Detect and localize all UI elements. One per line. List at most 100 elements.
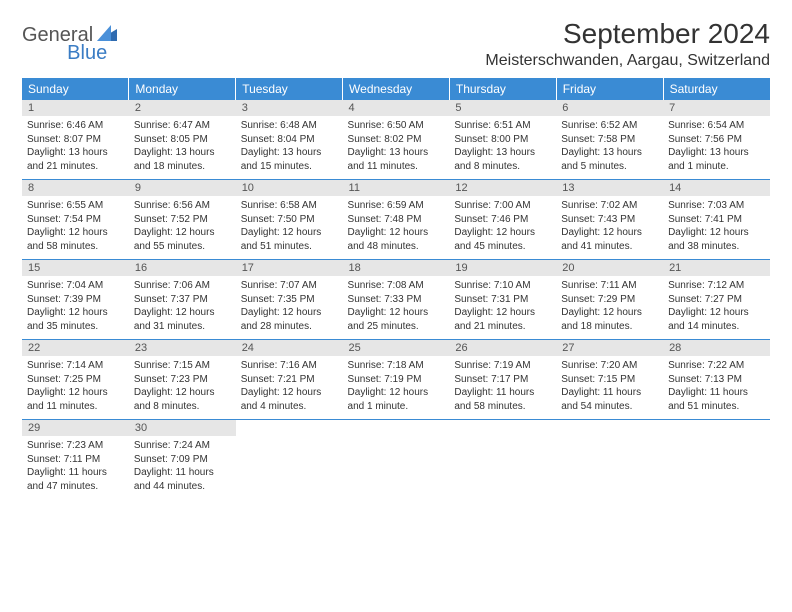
- sunset-text: Sunset: 7:29 PM: [561, 293, 658, 307]
- daylight-line1: Daylight: 13 hours: [454, 146, 551, 160]
- daylight-line1: Daylight: 12 hours: [241, 226, 338, 240]
- daylight-line1: Daylight: 12 hours: [134, 306, 231, 320]
- daylight-line1: Daylight: 13 hours: [134, 146, 231, 160]
- calendar-row: 8Sunrise: 6:55 AMSunset: 7:54 PMDaylight…: [22, 180, 770, 260]
- sunset-text: Sunset: 7:25 PM: [27, 373, 124, 387]
- daylight-line2: and 4 minutes.: [241, 400, 338, 414]
- sunrise-text: Sunrise: 7:12 AM: [668, 279, 765, 293]
- day-number: 6: [556, 100, 663, 116]
- sunset-text: Sunset: 7:21 PM: [241, 373, 338, 387]
- daylight-line1: Daylight: 11 hours: [561, 386, 658, 400]
- calendar-cell: 28Sunrise: 7:22 AMSunset: 7:13 PMDayligh…: [663, 340, 770, 420]
- daylight-line1: Daylight: 12 hours: [27, 226, 124, 240]
- dayhead-monday: Monday: [129, 78, 236, 100]
- calendar-cell: 8Sunrise: 6:55 AMSunset: 7:54 PMDaylight…: [22, 180, 129, 260]
- daylight-line2: and 35 minutes.: [27, 320, 124, 334]
- daylight-line2: and 1 minute.: [348, 400, 445, 414]
- sunset-text: Sunset: 7:52 PM: [134, 213, 231, 227]
- calendar-cell: ..: [556, 420, 663, 500]
- daylight-line1: Daylight: 11 hours: [668, 386, 765, 400]
- day-number: 22: [22, 340, 129, 356]
- day-number: 21: [663, 260, 770, 276]
- sunset-text: Sunset: 7:17 PM: [454, 373, 551, 387]
- day-body: Sunrise: 7:20 AMSunset: 7:15 PMDaylight:…: [556, 356, 663, 419]
- day-body: Sunrise: 7:07 AMSunset: 7:35 PMDaylight:…: [236, 276, 343, 339]
- sunset-text: Sunset: 7:48 PM: [348, 213, 445, 227]
- day-body: Sunrise: 6:55 AMSunset: 7:54 PMDaylight:…: [22, 196, 129, 259]
- daylight-line2: and 21 minutes.: [27, 160, 124, 174]
- day-number: 3: [236, 100, 343, 116]
- day-number: 19: [449, 260, 556, 276]
- day-number: 30: [129, 420, 236, 436]
- sunset-text: Sunset: 7:37 PM: [134, 293, 231, 307]
- dayhead-wednesday: Wednesday: [343, 78, 450, 100]
- sunrise-text: Sunrise: 6:59 AM: [348, 199, 445, 213]
- day-body: Sunrise: 7:00 AMSunset: 7:46 PMDaylight:…: [449, 196, 556, 259]
- daylight-line1: Daylight: 12 hours: [348, 226, 445, 240]
- sunset-text: Sunset: 7:56 PM: [668, 133, 765, 147]
- sunrise-text: Sunrise: 7:11 AM: [561, 279, 658, 293]
- daylight-line1: Daylight: 12 hours: [241, 386, 338, 400]
- calendar-cell: 24Sunrise: 7:16 AMSunset: 7:21 PMDayligh…: [236, 340, 343, 420]
- day-body: Sunrise: 6:56 AMSunset: 7:52 PMDaylight:…: [129, 196, 236, 259]
- sunrise-text: Sunrise: 7:24 AM: [134, 439, 231, 453]
- calendar-cell: 2Sunrise: 6:47 AMSunset: 8:05 PMDaylight…: [129, 100, 236, 180]
- daylight-line2: and 8 minutes.: [134, 400, 231, 414]
- sunset-text: Sunset: 7:41 PM: [668, 213, 765, 227]
- calendar-cell: 4Sunrise: 6:50 AMSunset: 8:02 PMDaylight…: [343, 100, 450, 180]
- calendar-cell: 10Sunrise: 6:58 AMSunset: 7:50 PMDayligh…: [236, 180, 343, 260]
- daylight-line2: and 21 minutes.: [454, 320, 551, 334]
- day-body: Sunrise: 6:58 AMSunset: 7:50 PMDaylight:…: [236, 196, 343, 259]
- daylight-line1: Daylight: 12 hours: [134, 226, 231, 240]
- day-body: Sunrise: 7:03 AMSunset: 7:41 PMDaylight:…: [663, 196, 770, 259]
- calendar-cell: 19Sunrise: 7:10 AMSunset: 7:31 PMDayligh…: [449, 260, 556, 340]
- day-body: Sunrise: 7:16 AMSunset: 7:21 PMDaylight:…: [236, 356, 343, 419]
- sunrise-text: Sunrise: 6:52 AM: [561, 119, 658, 133]
- sunrise-text: Sunrise: 7:18 AM: [348, 359, 445, 373]
- calendar-row: 1Sunrise: 6:46 AMSunset: 8:07 PMDaylight…: [22, 100, 770, 180]
- calendar-cell: 25Sunrise: 7:18 AMSunset: 7:19 PMDayligh…: [343, 340, 450, 420]
- day-body: Sunrise: 7:14 AMSunset: 7:25 PMDaylight:…: [22, 356, 129, 419]
- day-number: 27: [556, 340, 663, 356]
- sunset-text: Sunset: 7:27 PM: [668, 293, 765, 307]
- day-body: Sunrise: 6:54 AMSunset: 7:56 PMDaylight:…: [663, 116, 770, 179]
- calendar-cell: 1Sunrise: 6:46 AMSunset: 8:07 PMDaylight…: [22, 100, 129, 180]
- dayhead-tuesday: Tuesday: [236, 78, 343, 100]
- day-body: Sunrise: 7:15 AMSunset: 7:23 PMDaylight:…: [129, 356, 236, 419]
- day-number: 29: [22, 420, 129, 436]
- sunrise-text: Sunrise: 7:20 AM: [561, 359, 658, 373]
- day-number: 10: [236, 180, 343, 196]
- daylight-line2: and 15 minutes.: [241, 160, 338, 174]
- calendar-cell: 7Sunrise: 6:54 AMSunset: 7:56 PMDaylight…: [663, 100, 770, 180]
- daylight-line1: Daylight: 12 hours: [348, 386, 445, 400]
- daylight-line2: and 48 minutes.: [348, 240, 445, 254]
- daylight-line2: and 8 minutes.: [454, 160, 551, 174]
- day-body: Sunrise: 6:59 AMSunset: 7:48 PMDaylight:…: [343, 196, 450, 259]
- sunset-text: Sunset: 8:07 PM: [27, 133, 124, 147]
- sunrise-text: Sunrise: 7:14 AM: [27, 359, 124, 373]
- calendar-cell: 15Sunrise: 7:04 AMSunset: 7:39 PMDayligh…: [22, 260, 129, 340]
- day-number: 1: [22, 100, 129, 116]
- sunset-text: Sunset: 7:33 PM: [348, 293, 445, 307]
- daylight-line1: Daylight: 11 hours: [454, 386, 551, 400]
- sunrise-text: Sunrise: 7:22 AM: [668, 359, 765, 373]
- logo-text-blue: Blue: [67, 42, 107, 65]
- daylight-line2: and 31 minutes.: [134, 320, 231, 334]
- day-body: Sunrise: 7:06 AMSunset: 7:37 PMDaylight:…: [129, 276, 236, 339]
- daylight-line2: and 41 minutes.: [561, 240, 658, 254]
- day-number: 18: [343, 260, 450, 276]
- day-body: Sunrise: 6:52 AMSunset: 7:58 PMDaylight:…: [556, 116, 663, 179]
- sunset-text: Sunset: 7:13 PM: [668, 373, 765, 387]
- daylight-line2: and 54 minutes.: [561, 400, 658, 414]
- day-number: 12: [449, 180, 556, 196]
- daylight-line1: Daylight: 12 hours: [134, 386, 231, 400]
- day-body: Sunrise: 6:47 AMSunset: 8:05 PMDaylight:…: [129, 116, 236, 179]
- calendar-table: Sunday Monday Tuesday Wednesday Thursday…: [22, 78, 770, 499]
- day-body: Sunrise: 7:24 AMSunset: 7:09 PMDaylight:…: [129, 436, 236, 499]
- sunset-text: Sunset: 7:39 PM: [27, 293, 124, 307]
- daylight-line1: Daylight: 13 hours: [668, 146, 765, 160]
- day-body: Sunrise: 7:12 AMSunset: 7:27 PMDaylight:…: [663, 276, 770, 339]
- sunset-text: Sunset: 7:43 PM: [561, 213, 658, 227]
- sunrise-text: Sunrise: 6:48 AM: [241, 119, 338, 133]
- sunset-text: Sunset: 8:00 PM: [454, 133, 551, 147]
